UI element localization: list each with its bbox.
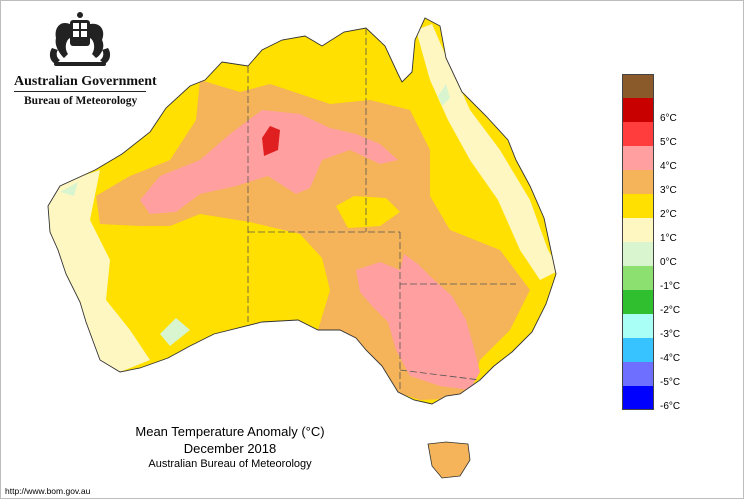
legend-label: -4°C	[660, 353, 681, 364]
legend-swatch	[622, 386, 654, 410]
legend-swatch	[622, 338, 654, 362]
legend-swatch	[622, 170, 654, 194]
legend-label: -3°C	[660, 329, 681, 340]
nsw-vic-border	[399, 369, 481, 381]
legend-label: 6°C	[660, 113, 677, 124]
map-source: Australian Bureau of Meteorology	[148, 458, 312, 470]
legend-swatch	[622, 122, 654, 146]
legend-swatch	[622, 290, 654, 314]
legend-label: -6°C	[660, 401, 681, 412]
legend-label: -5°C	[660, 377, 681, 388]
legend-label: 1°C	[660, 233, 677, 244]
legend-swatch	[622, 146, 654, 170]
band-4-5	[262, 126, 280, 156]
bureau-name: Bureau of Meteorology	[24, 95, 138, 107]
legend-label: 3°C	[660, 185, 677, 196]
legend-swatch	[622, 362, 654, 386]
band-neg1-0-sw	[160, 318, 190, 346]
logo-divider	[14, 91, 146, 92]
band-1-2-pocket	[336, 196, 400, 228]
band-neg1-0-nw	[60, 182, 78, 196]
map-title: Mean Temperature Anomaly (°C)	[135, 424, 325, 439]
tasmania	[427, 441, 471, 479]
legend-label: 2°C	[660, 209, 677, 220]
legend-swatch	[622, 98, 654, 122]
band-3-4-southeast	[356, 254, 480, 390]
coat-of-arms-icon	[49, 12, 111, 66]
legend-label: 4°C	[660, 161, 677, 172]
legend-label: -1°C	[660, 281, 681, 292]
band-neg1-0-ne	[438, 84, 450, 106]
legend-swatch	[622, 218, 654, 242]
legend-swatch	[622, 314, 654, 338]
band-3-4-north	[140, 110, 398, 214]
legend-swatch	[622, 194, 654, 218]
source-url[interactable]: http://www.bom.gov.au	[5, 486, 91, 496]
government-name: Australian Government	[14, 74, 157, 89]
legend-label: -2°C	[660, 305, 681, 316]
legend-swatch	[622, 74, 654, 98]
map-caption: Mean Temperature Anomaly (°C) December 2…	[130, 423, 330, 472]
legend-swatch	[622, 242, 654, 266]
legend-label: 0°C	[660, 257, 677, 268]
band-0-1-east	[416, 24, 556, 280]
government-logo: Australian Government Bureau of Meteorol…	[10, 10, 157, 107]
map-period: December 2018	[183, 441, 277, 456]
legend-label: 5°C	[660, 137, 677, 148]
state-borders	[247, 28, 516, 392]
legend-swatch	[622, 266, 654, 290]
